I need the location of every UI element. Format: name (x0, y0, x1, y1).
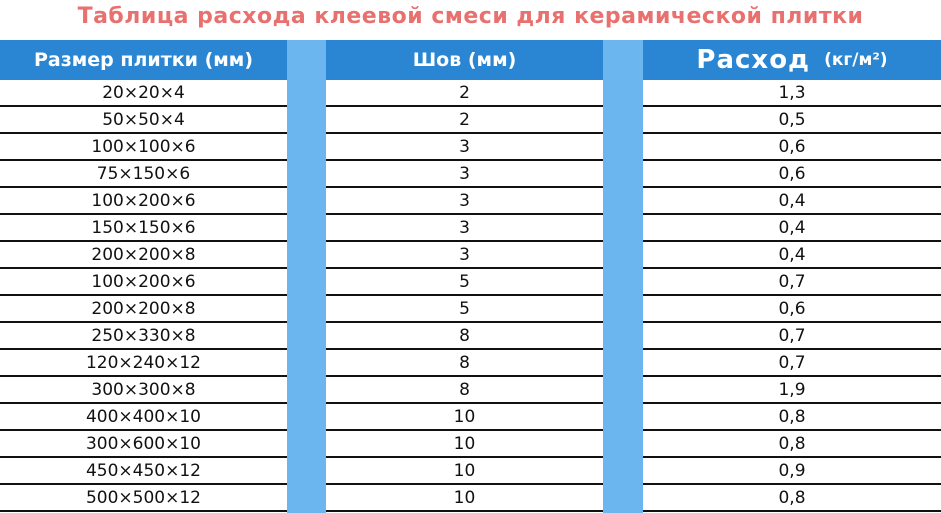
table-cell-consumption: 0,8 (643, 431, 941, 458)
table-cell-size: 100×100×6 (0, 134, 287, 161)
table-cell-seam: 3 (326, 188, 603, 215)
consumption-column: Расход (кг/м²) 1,3 0,5 0,6 0,6 0,4 0,4 0,4 0,7 0… (643, 40, 941, 512)
table-cell-consumption: 0,6 (643, 134, 941, 161)
column-spacer (603, 40, 643, 513)
table-cell-size: 450×450×12 (0, 458, 287, 485)
table-cell-seam: 8 (326, 323, 603, 350)
table-cell-seam: 10 (326, 431, 603, 458)
table-cell-size: 300×600×10 (0, 431, 287, 458)
table-cell-consumption: 0,6 (643, 161, 941, 188)
table-cell-size: 400×400×10 (0, 404, 287, 431)
table-cell-size: 250×330×8 (0, 323, 287, 350)
table-cell-seam: 5 (326, 269, 603, 296)
consumption-header: Расход (кг/м²) (643, 40, 941, 80)
seam-column: Шов (мм) 2 2 3 3 3 3 3 5 5 8 8 8 10 10 10 10 (326, 40, 603, 512)
table-cell-consumption: 0,4 (643, 188, 941, 215)
table-cell-size: 200×200×8 (0, 296, 287, 323)
table-cell-size: 150×150×6 (0, 215, 287, 242)
table-cell-consumption: 1,9 (643, 377, 941, 404)
table-cell-seam: 10 (326, 458, 603, 485)
table-cell-size: 300×300×8 (0, 377, 287, 404)
consumption-header-label: Расход (696, 45, 811, 75)
size-header: Размер плитки (мм) (0, 40, 287, 80)
column-spacer (287, 40, 326, 513)
table-cell-consumption: 0,8 (643, 404, 941, 431)
table-cell-seam: 2 (326, 80, 603, 107)
table-cell-seam: 10 (326, 404, 603, 431)
table-cell-size: 100×200×6 (0, 188, 287, 215)
table-cell-consumption: 1,3 (643, 80, 941, 107)
table-cell-seam: 2 (326, 107, 603, 134)
table-cell-consumption: 0,6 (643, 296, 941, 323)
table-cell-consumption: 0,4 (643, 242, 941, 269)
table-cell-consumption: 0,8 (643, 485, 941, 512)
table-cell-consumption: 0,9 (643, 458, 941, 485)
table-cell-seam: 3 (326, 134, 603, 161)
table-cell-seam: 3 (326, 161, 603, 188)
table-cell-seam: 10 (326, 485, 603, 512)
table-cell-size: 50×50×4 (0, 107, 287, 134)
consumption-header-unit: (кг/м²) (824, 50, 888, 70)
table-cell-size: 20×20×4 (0, 80, 287, 107)
table-cell-consumption: 0,4 (643, 215, 941, 242)
table-cell-consumption: 0,7 (643, 323, 941, 350)
table-cell-consumption: 0,7 (643, 269, 941, 296)
table-cell-size: 120×240×12 (0, 350, 287, 377)
table-cell-consumption: 0,7 (643, 350, 941, 377)
table-cell-seam: 8 (326, 350, 603, 377)
table-cell-seam: 3 (326, 242, 603, 269)
size-column: Размер плитки (мм) 20×20×4 50×50×4 100×100… (0, 40, 287, 512)
table-cell-size: 200×200×8 (0, 242, 287, 269)
table-cell-size: 100×200×6 (0, 269, 287, 296)
table-cell-consumption: 0,5 (643, 107, 941, 134)
table-cell-seam: 3 (326, 215, 603, 242)
table-title: Таблица расхода клеевой смеси для керами… (77, 4, 864, 29)
table-cell-seam: 5 (326, 296, 603, 323)
table-cell-size: 500×500×12 (0, 485, 287, 512)
seam-header: Шов (мм) (326, 40, 603, 80)
table-cell-seam: 8 (326, 377, 603, 404)
table-cell-size: 75×150×6 (0, 161, 287, 188)
